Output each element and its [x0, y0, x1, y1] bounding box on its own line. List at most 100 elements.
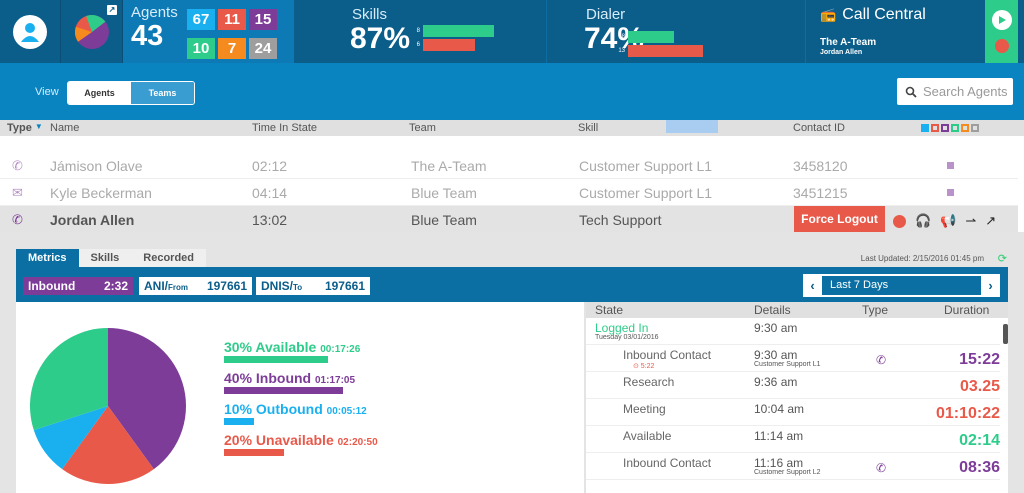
- cell-time: 04:14: [252, 185, 288, 201]
- pie-slice-inbound: [108, 328, 186, 470]
- hold-timer: ⊙ 5:22: [633, 363, 655, 370]
- state-skill: Customer Support L1: [754, 361, 821, 368]
- user-icon: [13, 14, 47, 49]
- chevron-left-icon[interactable]: ‹: [810, 278, 815, 293]
- phone-icon: ✆: [876, 353, 887, 367]
- bar: [628, 45, 703, 57]
- play-icon: [998, 16, 1006, 24]
- col-state: State: [595, 303, 624, 317]
- state-pie-chart: [30, 328, 186, 484]
- legend-item: 10% Outbound 00:05:12: [224, 401, 367, 425]
- state-name: Inbound Contact: [623, 348, 712, 362]
- col-time[interactable]: Time In State: [252, 122, 318, 134]
- col-details: Details: [754, 303, 791, 317]
- table-row[interactable]: ✉ Kyle Beckerman 04:14 Blue Team Customer Su…: [0, 179, 1018, 206]
- transfer-icon[interactable]: ⇀: [965, 213, 977, 228]
- view-bar: View Agents Teams Search Agents: [0, 63, 1024, 120]
- tab-skills[interactable]: Skills: [78, 249, 132, 267]
- radio-icon: 📻: [820, 7, 837, 22]
- headphones-icon[interactable]: 🎧: [915, 213, 932, 228]
- col-type[interactable]: Type ▼: [7, 122, 43, 134]
- state-duration: 15:22: [959, 351, 1000, 368]
- sort-desc-icon: ▼: [34, 122, 43, 131]
- legend-time: 01:17:05: [315, 375, 356, 386]
- state-filter-square[interactable]: [971, 124, 979, 132]
- state-duration: 08:36: [959, 459, 1000, 476]
- legend-bar: [224, 449, 284, 456]
- dnis-chip: DNIS/To 197661: [256, 277, 370, 295]
- state-row[interactable]: Meeting 10:04 am 01:10:22: [586, 399, 1000, 426]
- phone-icon: ✆: [876, 461, 887, 475]
- state-row[interactable]: Inbound Contact ⊙ 5:22 9:30 am Customer Sup…: [586, 345, 1000, 372]
- agent-state-count[interactable]: 67: [187, 9, 215, 30]
- cell-contact: 3451215: [793, 185, 848, 201]
- state-indicator: [947, 189, 954, 196]
- col-type: Type: [862, 303, 889, 317]
- legend-time: 00:05:12: [326, 406, 367, 417]
- search-placeholder: Search Agents: [923, 84, 1008, 99]
- state-filter-square[interactable]: [931, 124, 939, 132]
- bar: [423, 25, 494, 37]
- row-actions: 🎧 📢 ⇀ ↗: [893, 213, 996, 229]
- state-indicator: [947, 162, 954, 169]
- skills-percent: 87%: [350, 22, 411, 55]
- play-button[interactable]: [991, 10, 1012, 30]
- tab-metrics[interactable]: Metrics: [16, 249, 79, 267]
- state-row[interactable]: Research 9:36 am 03.25: [586, 372, 1000, 399]
- call-team: The A-Team: [820, 37, 877, 48]
- refresh-icon[interactable]: ⟳: [997, 253, 1007, 265]
- force-logout-button[interactable]: Force Logout: [794, 206, 885, 233]
- view-label: View: [35, 86, 59, 98]
- agent-state-count[interactable]: 10: [187, 37, 215, 59]
- state-time: 9:30 am: [754, 321, 798, 335]
- bar-row: 8: [615, 30, 703, 44]
- pie-slice-outbound: [33, 406, 108, 470]
- agent-state-count[interactable]: 24: [249, 37, 277, 59]
- legend-label: 40% Inbound 01:17:05: [224, 370, 356, 386]
- cell-skill: Customer Support L1: [579, 158, 713, 174]
- agent-state-count[interactable]: 15: [249, 9, 277, 30]
- call-central-widget: 📻 Call Central The A-Team Jordan Allen: [805, 0, 985, 63]
- cell-contact: 3458120: [793, 158, 848, 174]
- column-drag-indicator[interactable]: [666, 120, 718, 133]
- bar-count: 8: [416, 28, 420, 34]
- view-teams-button[interactable]: Teams: [131, 82, 194, 104]
- megaphone-icon[interactable]: 📢: [940, 213, 957, 228]
- chevron-right-icon[interactable]: ›: [988, 278, 993, 293]
- col-team[interactable]: Team: [409, 122, 436, 134]
- mini-pie-widget[interactable]: ↗: [61, 0, 123, 63]
- table-row[interactable]: ✆ Jámison Olave 02:12 The A-Team Customer Su…: [0, 152, 1018, 179]
- col-skill[interactable]: Skill: [578, 122, 599, 134]
- table-row[interactable]: ✆ Jordan Allen 13:02 Blue Team Tech Support F…: [0, 206, 1018, 233]
- tab-recorded[interactable]: Recorded: [131, 249, 207, 267]
- phone-icon: ✆: [12, 158, 23, 173]
- dialer-widget: Dialer 74% 8 13: [546, 0, 805, 63]
- agent-state-count[interactable]: 11: [218, 9, 246, 30]
- state-filter-square[interactable]: [941, 124, 949, 132]
- redirect-icon[interactable]: ↗: [985, 213, 997, 228]
- state-filter-square[interactable]: [921, 124, 929, 132]
- view-agents-button[interactable]: Agents: [68, 82, 131, 104]
- states-scrollbar[interactable]: [1003, 324, 1008, 344]
- bar: [423, 39, 475, 51]
- state-filter-square[interactable]: [961, 124, 969, 132]
- skills-label: Skills: [352, 6, 388, 23]
- col-name[interactable]: Name: [50, 122, 80, 134]
- state-row[interactable]: Inbound Contact 11:16 am Customer Support …: [586, 453, 1000, 480]
- state-time: 10:04 am: [754, 402, 805, 416]
- user-avatar[interactable]: [0, 0, 61, 63]
- col-contact[interactable]: Contact ID: [793, 122, 845, 134]
- state-filter-square[interactable]: [951, 124, 959, 132]
- state-row[interactable]: Available 11:14 am 02:14: [586, 426, 1000, 453]
- search-agents-input[interactable]: Search Agents: [897, 78, 1013, 105]
- bar-count: 8: [621, 34, 625, 40]
- record-icon[interactable]: [893, 214, 906, 228]
- cell-name: Kyle Beckerman: [50, 185, 152, 201]
- pie-slice-unavailable: [62, 406, 154, 484]
- record-button[interactable]: [994, 39, 1009, 53]
- state-row[interactable]: Logged In Tuesday 03/01/2016 9:30 am: [586, 318, 1000, 345]
- expand-icon[interactable]: ↗: [107, 5, 117, 15]
- agent-state-count[interactable]: 7: [218, 37, 246, 59]
- last-updated: Last Updated: 2/15/2016 01:45 pm: [860, 254, 984, 263]
